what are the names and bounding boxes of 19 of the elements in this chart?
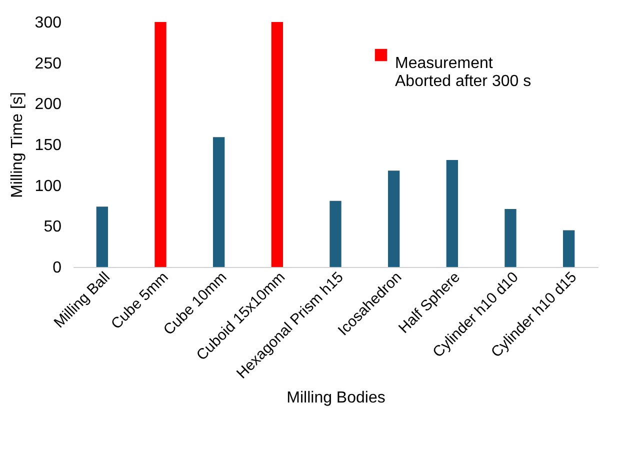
y-axis-title: Milling Time [s] [8,92,26,198]
bar [271,22,283,267]
bar [446,160,458,267]
bar [154,22,166,267]
bar [504,209,516,267]
y-tick-label: 150 [34,137,62,154]
legend-label: Measurement Aborted after 300 s [395,55,532,90]
y-tick-label: 200 [34,96,62,114]
y-tick-label: 50 [44,218,62,236]
bar [213,137,225,267]
y-tick-label: 300 [34,14,62,32]
bar [96,206,108,267]
bar [388,170,400,267]
bar [330,200,342,267]
y-tick-label: 250 [34,55,62,72]
y-tick-label: 100 [34,178,62,195]
y-tick-label: 0 [52,260,62,276]
x-axis-title: Milling Bodies [286,390,386,407]
bar [563,230,575,267]
